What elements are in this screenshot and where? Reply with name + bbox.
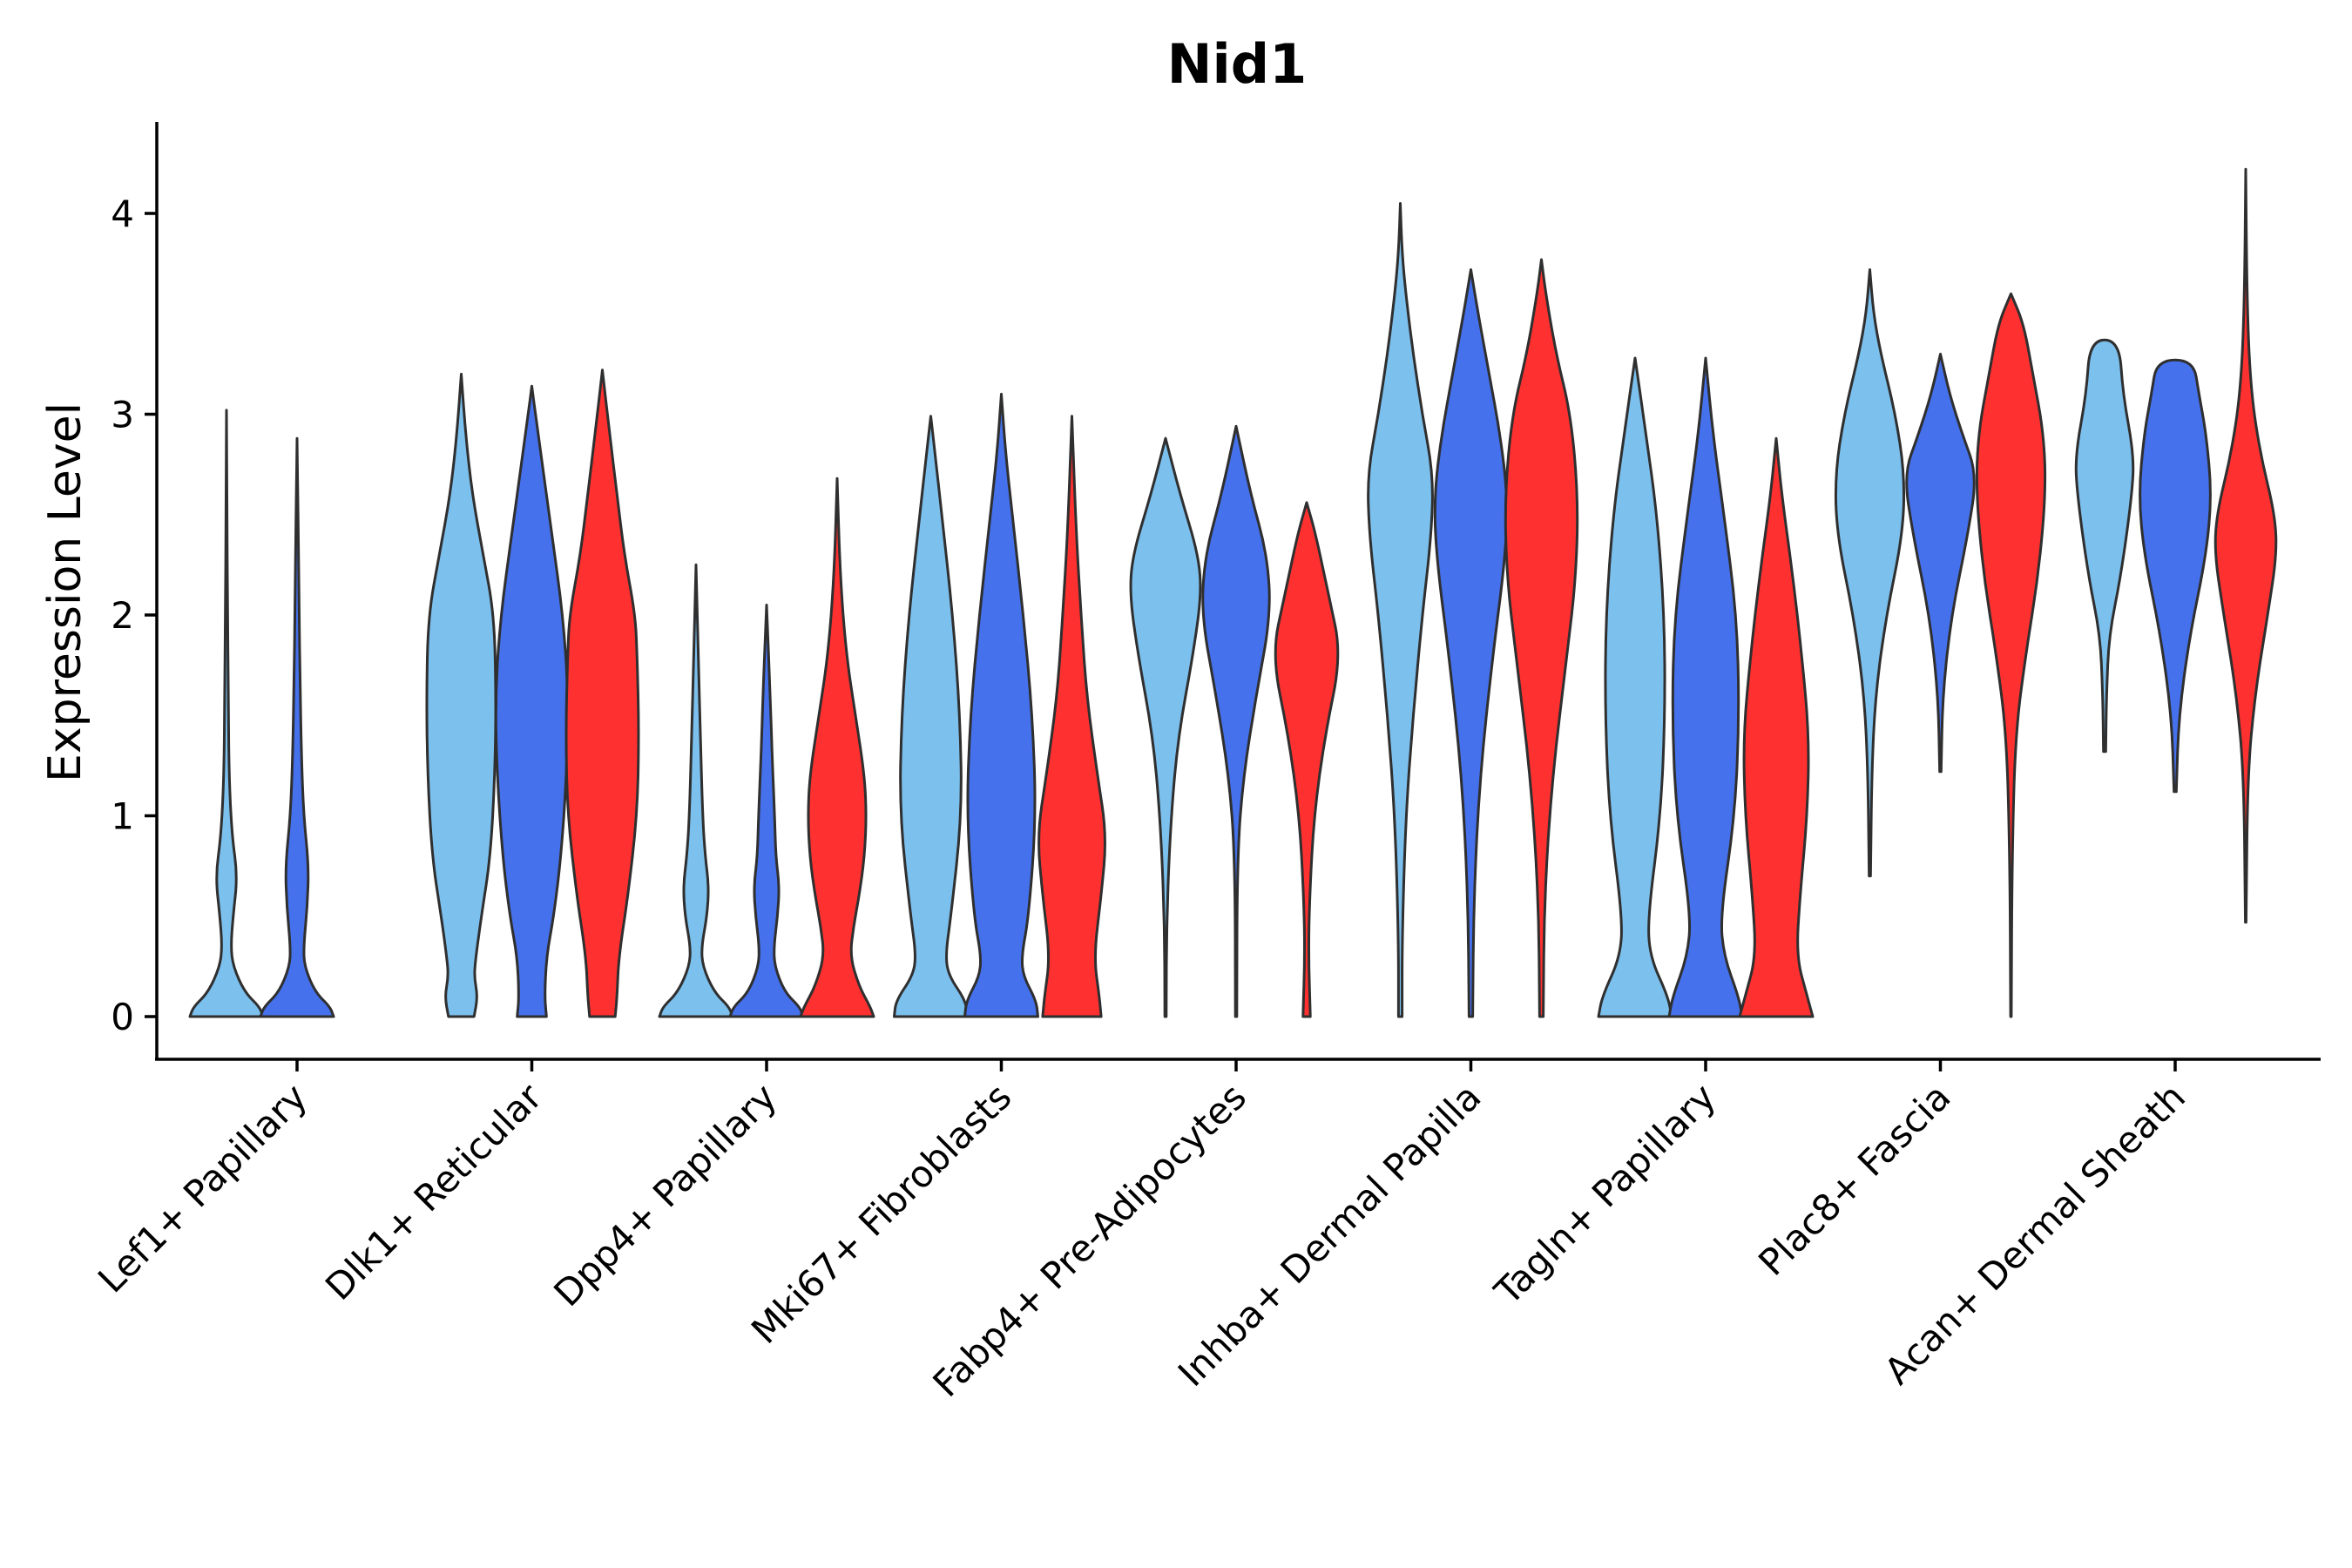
y-axis-label: Expression Level [39, 402, 91, 782]
violin-2-0 [658, 563, 734, 1018]
violin-6-1 [1667, 356, 1744, 1018]
violin-6-0 [1597, 356, 1673, 1018]
violin-0-0 [188, 409, 265, 1018]
violin-7-2 [1975, 292, 2047, 1018]
chart-title: Nid1 [1167, 32, 1308, 96]
violin-4-1 [1201, 424, 1271, 1018]
violin-6-2 [1738, 436, 1815, 1018]
y-axis-ticks: 0 1 2 3 4 [111, 193, 157, 1038]
x-tick-label: Mki67+ Fibroblasts [743, 1075, 1019, 1351]
violin-4-0 [1129, 436, 1202, 1018]
x-tick-label: Dpp4+ Papillary [545, 1075, 785, 1315]
violin-1-0 [425, 372, 497, 1018]
x-tick-label: Tagln+ Papillary [1486, 1075, 1724, 1313]
violin-2-2 [799, 476, 875, 1018]
x-tick-label: Plac8+ Fascia [1750, 1075, 1958, 1283]
violin-8-2 [2213, 167, 2278, 924]
violin-7-0 [1834, 268, 1906, 878]
violin-5-2 [1504, 258, 1579, 1018]
violin-7-1 [1905, 352, 1976, 774]
x-tick-label: Lef1+ Papillary [90, 1075, 315, 1301]
violin-0-1 [259, 436, 335, 1018]
violin-4-2 [1274, 501, 1340, 1018]
violin-3-0 [893, 415, 969, 1018]
violin-1-1 [494, 384, 570, 1018]
violins-layer [188, 167, 2278, 1018]
violin-3-2 [1037, 415, 1106, 1018]
violin-1-2 [564, 368, 640, 1018]
violin-5-1 [1433, 268, 1509, 1018]
y-tick-label: 1 [111, 795, 134, 838]
y-tick-label: 2 [111, 594, 134, 637]
violin-8-1 [2139, 358, 2212, 794]
y-tick-label: 4 [111, 193, 134, 235]
violin-2-1 [728, 604, 805, 1018]
y-tick-label: 3 [111, 394, 134, 436]
x-tick-label: Dlk1+ Reticular [317, 1075, 551, 1308]
violin-3-1 [963, 392, 1039, 1018]
violin-5-0 [1367, 202, 1434, 1018]
y-tick-label: 0 [111, 996, 134, 1038]
violin-8-0 [2074, 338, 2135, 754]
